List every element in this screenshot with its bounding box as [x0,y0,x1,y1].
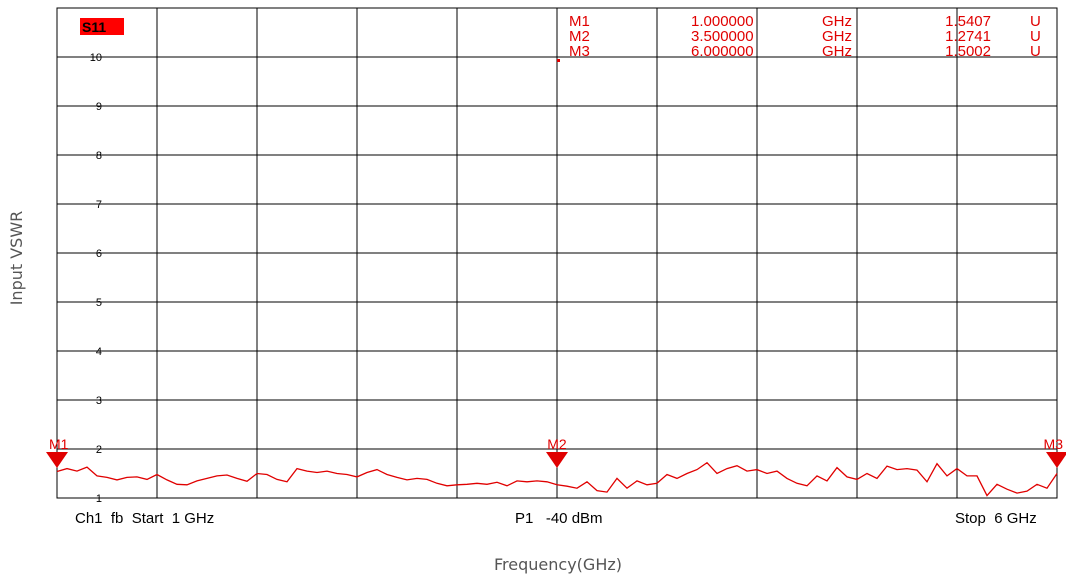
marker-frequency: 6.000000 [691,43,754,60]
footer-start: Ch1 fb Start 1 GHz [75,510,214,527]
marker-name: M1 [569,13,590,30]
y-tick-labels: 1 2 3 4 5 6 7 8 9 10 [90,52,111,505]
y-tick-label: 9 [96,101,102,113]
marker-readout-table: M1 1.000000 GHz 1.5407 U M2 3.500000 GHz 1.2741 U… [557,13,1041,62]
marker-value-unit: U [1030,13,1041,30]
marker-triangle [546,452,568,468]
marker-label: M1 [49,436,69,452]
marker-value-unit: U [1030,28,1041,45]
footer-power: P1 -40 dBm [515,510,603,527]
y-tick-label: 1 [96,493,102,505]
marker-label: M3 [1044,436,1064,452]
marker-name: M3 [569,43,590,60]
y-tick-label: 4 [96,346,102,358]
marker-frequency: 3.500000 [691,28,754,45]
y-tick-label: 2 [96,444,102,456]
y-tick-label: 10 [90,52,102,64]
marker-value: 1.5002 [945,43,991,60]
y-axis-label: Input VSWR [7,211,26,306]
vswr-trace [56,461,1058,497]
marker-triangle [46,452,68,468]
trace-label: S11 [82,19,106,35]
x-axis-label: Frequency(GHz) [494,555,622,574]
y-tick-label: 5 [96,297,102,309]
y-tick-label: 7 [96,199,102,211]
marker-value-unit: U [1030,43,1041,60]
marker-value: 1.2741 [945,28,991,45]
grid [56,7,1058,499]
marker-name: M2 [569,28,590,45]
marker-frequency-unit: GHz [822,28,852,45]
marker-frequency-unit: GHz [822,13,852,30]
marker-group: M1 M2 M3 [46,436,1066,468]
marker-value: 1.5407 [945,13,991,30]
marker-frequency: 1.000000 [691,13,754,30]
marker-label: M2 [547,436,567,452]
marker-triangle [1046,452,1066,468]
y-tick-label: 6 [96,248,102,260]
footer-stop: Stop 6 GHz [955,510,1037,527]
y-tick-label: 3 [96,395,102,407]
active-marker-dot [557,59,560,62]
y-tick-label: 8 [96,150,102,162]
marker-frequency-unit: GHz [822,43,852,60]
trace-label-badge [80,18,124,35]
